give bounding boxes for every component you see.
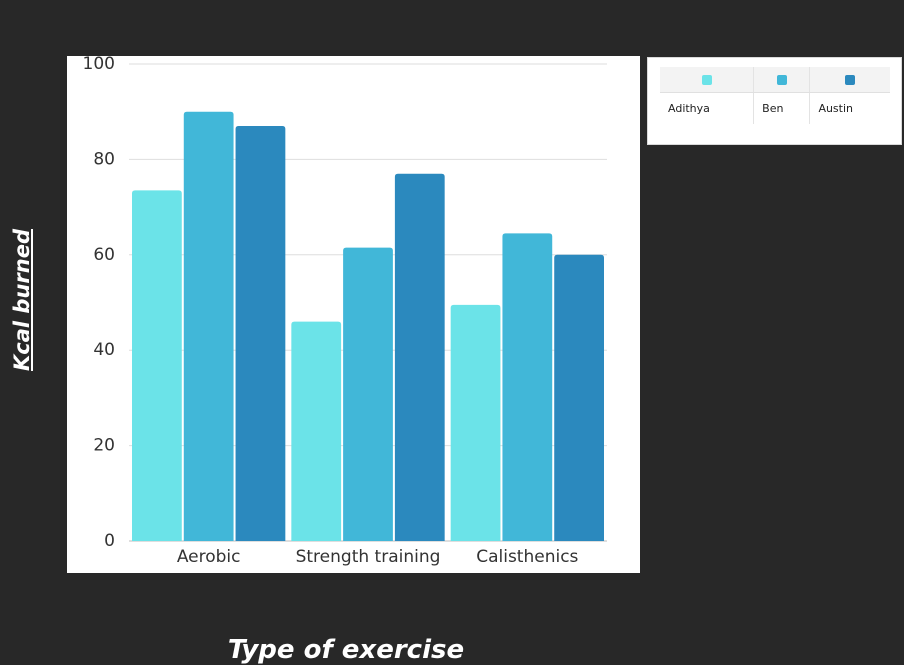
- y-tick-label: 0: [104, 531, 115, 551]
- x-tick-label: Aerobic: [177, 547, 241, 567]
- legend-swatch-row: [660, 67, 890, 93]
- bar-austin-strength-training: [394, 173, 445, 541]
- bar-adithya-calisthenics: [450, 304, 501, 541]
- bar-austin-calisthenics: [554, 254, 604, 542]
- legend-swatch: [701, 75, 712, 85]
- legend-swatch-cell: [809, 67, 890, 93]
- bar-chart: 0 20 40 60 80 100 Aerobic Strength training Cali…: [83, 56, 607, 567]
- legend-swatch-cell: [753, 67, 811, 93]
- y-tick-label: 60: [93, 245, 115, 265]
- y-tick-label: 100: [83, 56, 115, 74]
- chart-panel: 0 20 40 60 80 100 Aerobic Strength training Cali…: [67, 56, 640, 573]
- y-tick-label: 40: [93, 340, 115, 360]
- legend-name-row: Adithya Ben Austin: [660, 92, 890, 124]
- legend-swatch-cell: [660, 67, 755, 93]
- bar-adithya-strength-training: [291, 321, 342, 541]
- bar-ben-aerobic: [183, 111, 234, 541]
- y-tick-label: 20: [93, 436, 115, 456]
- legend-series-name: Ben: [753, 92, 811, 124]
- x-axis-label: Type of exercise: [227, 635, 465, 665]
- legend-series-name: Adithya: [660, 92, 755, 124]
- bar-ben-calisthenics: [502, 233, 553, 541]
- legend-swatch: [845, 75, 856, 85]
- x-tick-label: Calisthenics: [476, 547, 578, 567]
- bar-adithya-aerobic: [132, 190, 182, 541]
- legend-series-name: Austin: [818, 102, 854, 115]
- bar-ben-strength-training: [343, 247, 393, 541]
- legend-table: Adithya Ben Austin: [660, 67, 890, 124]
- bar-austin-aerobic: [235, 126, 286, 541]
- x-tick-label: Strength training: [296, 547, 441, 567]
- y-axis-label: Kcal burned: [10, 229, 34, 371]
- legend-swatch: [776, 75, 787, 85]
- y-tick-label: 80: [93, 149, 115, 169]
- legend: Adithya Ben Austin: [647, 57, 902, 145]
